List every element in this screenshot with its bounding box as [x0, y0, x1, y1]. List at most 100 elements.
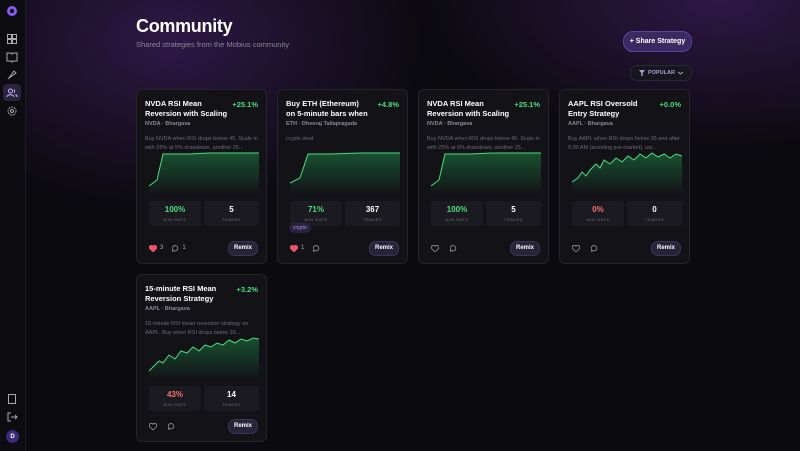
- like-count: 1: [301, 245, 305, 251]
- card-description: Buy NVDA when RSI drops below 45. Scale …: [427, 136, 540, 151]
- nav-dashboard[interactable]: [6, 33, 18, 45]
- card-title: NVDA RSI Mean Reversion with Scaling: [427, 99, 510, 118]
- card-change: +0.0%: [659, 100, 681, 109]
- card-change: +25.1%: [514, 100, 540, 109]
- comment-button[interactable]: [313, 244, 320, 252]
- win-rate-box: 0% WIN RATE: [572, 201, 624, 226]
- like-count: 3: [160, 245, 164, 251]
- equity-curve: [290, 152, 400, 195]
- like-button[interactable]: [431, 244, 439, 252]
- trades-label: TRADES: [221, 217, 242, 222]
- page-subtitle: Shared strategies from the Mobius commun…: [136, 40, 289, 49]
- card-footer: Remix: [431, 240, 540, 256]
- card-description: Buy AAPL when RSI drops below 35 and aft…: [568, 136, 681, 151]
- win-rate-value: 100%: [446, 205, 468, 214]
- card-title: NVDA RSI Mean Reversion with Scaling: [145, 99, 228, 118]
- like-button[interactable]: [149, 422, 157, 430]
- like-button[interactable]: [149, 244, 157, 252]
- trades-box: 0 TRADES: [627, 201, 682, 226]
- nav-settings[interactable]: [6, 105, 18, 117]
- nav-launch[interactable]: [6, 69, 18, 81]
- card-footer: Remix: [149, 418, 258, 434]
- trades-box: 5 TRADES: [204, 201, 259, 226]
- win-rate-label: WIN RATE: [586, 217, 610, 222]
- card-tag[interactable]: crypto: [289, 223, 311, 233]
- remix-button[interactable]: Remix: [510, 240, 540, 256]
- like-button[interactable]: [572, 244, 580, 252]
- comment-count: 1: [182, 245, 186, 251]
- trades-value: 367: [365, 205, 380, 214]
- trades-label: TRADES: [644, 217, 665, 222]
- remix-button[interactable]: Remix: [651, 240, 681, 256]
- equity-curve: [149, 152, 259, 195]
- trades-box: 367 TRADES: [345, 201, 400, 226]
- comment-button[interactable]: [450, 244, 457, 252]
- card-meta: NVDA · Bhargava: [145, 121, 191, 127]
- trades-box: 14 TRADES: [204, 386, 259, 411]
- card-description: 15-minute RSI mean reversion strategy on…: [145, 321, 249, 336]
- remix-button[interactable]: Remix: [228, 418, 258, 434]
- card-title: 15-minute RSI Mean Reversion Strategy: [145, 284, 217, 303]
- win-rate-box: 43% WIN RATE: [149, 386, 201, 411]
- strategy-card[interactable]: NVDA RSI Mean Reversion with Scaling +25.…: [418, 89, 549, 264]
- win-rate-value: 100%: [164, 205, 186, 214]
- win-rate-label: WIN RATE: [445, 217, 469, 222]
- card-footer: 3 1 Remix: [149, 240, 258, 256]
- card-description: crypto strat: [286, 136, 314, 142]
- equity-curve: [572, 152, 682, 195]
- win-rate-value: 71%: [307, 205, 324, 214]
- card-footer: 1 Remix: [290, 240, 399, 256]
- win-rate-label: WIN RATE: [163, 217, 187, 222]
- win-rate-label: WIN RATE: [304, 217, 328, 222]
- trades-label: TRADES: [362, 217, 383, 222]
- card-footer: Remix: [572, 240, 681, 256]
- strategy-card[interactable]: 15-minute RSI Mean Reversion Strategy +3.…: [136, 274, 267, 442]
- win-rate-box: 71% WIN RATE: [290, 201, 342, 226]
- win-rate-label: WIN RATE: [163, 402, 187, 407]
- trades-value: 14: [227, 390, 236, 399]
- trades-value: 0: [652, 205, 657, 214]
- nav-logout[interactable]: [6, 411, 18, 423]
- strategy-card[interactable]: AAPL RSI Oversold Entry Strategy +0.0% AAP…: [559, 89, 690, 264]
- nav-docs[interactable]: [6, 51, 18, 63]
- card-title: Buy ETH (Ethereum) on 5-minute bars when…: [286, 99, 368, 118]
- strategy-card[interactable]: NVDA RSI Mean Reversion with Scaling +25.…: [136, 89, 267, 264]
- sidebar: D: [0, 0, 26, 451]
- win-rate-value: 43%: [166, 390, 183, 399]
- equity-curve: [149, 337, 259, 380]
- card-description: Buy NVDA when RSI drops below 45. Scale …: [145, 136, 258, 151]
- comment-button[interactable]: [168, 422, 175, 430]
- comment-button[interactable]: [591, 244, 598, 252]
- strategy-card[interactable]: Buy ETH (Ethereum) on 5-minute bars when…: [277, 89, 408, 264]
- sort-filter[interactable]: POPULAR: [630, 65, 692, 81]
- equity-curve: [431, 152, 541, 195]
- trades-value: 5: [511, 205, 516, 214]
- card-title: AAPL RSI Oversold Entry Strategy: [568, 99, 638, 118]
- share-button[interactable]: + Share Strategy: [623, 31, 692, 52]
- chevron: [677, 71, 683, 75]
- win-rate-box: 100% WIN RATE: [149, 201, 201, 226]
- trades-value: 5: [229, 205, 234, 214]
- like-button[interactable]: [290, 244, 298, 252]
- card-meta: ETH · Dheeraj Tallapragada: [286, 121, 358, 127]
- trades-box: 5 TRADES: [486, 201, 541, 226]
- page-title: Community: [136, 16, 233, 36]
- card-meta: NVDA · Bhargava: [427, 121, 473, 127]
- comment-button[interactable]: [172, 244, 179, 252]
- win-rate-box: 100% WIN RATE: [431, 201, 483, 226]
- nav-notes[interactable]: [6, 393, 18, 405]
- card-meta: AAPL · Bhargava: [568, 121, 613, 127]
- logo[interactable]: [6, 5, 18, 17]
- trades-label: TRADES: [221, 402, 242, 407]
- remix-button[interactable]: Remix: [369, 240, 399, 256]
- trades-label: TRADES: [503, 217, 524, 222]
- card-change: +25.1%: [232, 100, 258, 109]
- card-meta: AAPL · Bhargava: [145, 306, 190, 312]
- avatar[interactable]: D: [6, 430, 19, 443]
- sort-label: POPULAR: [648, 70, 675, 76]
- win-rate-value: 0%: [592, 205, 604, 214]
- filter-icon: [639, 70, 646, 76]
- nav-community[interactable]: [6, 87, 18, 99]
- remix-button[interactable]: Remix: [228, 240, 258, 256]
